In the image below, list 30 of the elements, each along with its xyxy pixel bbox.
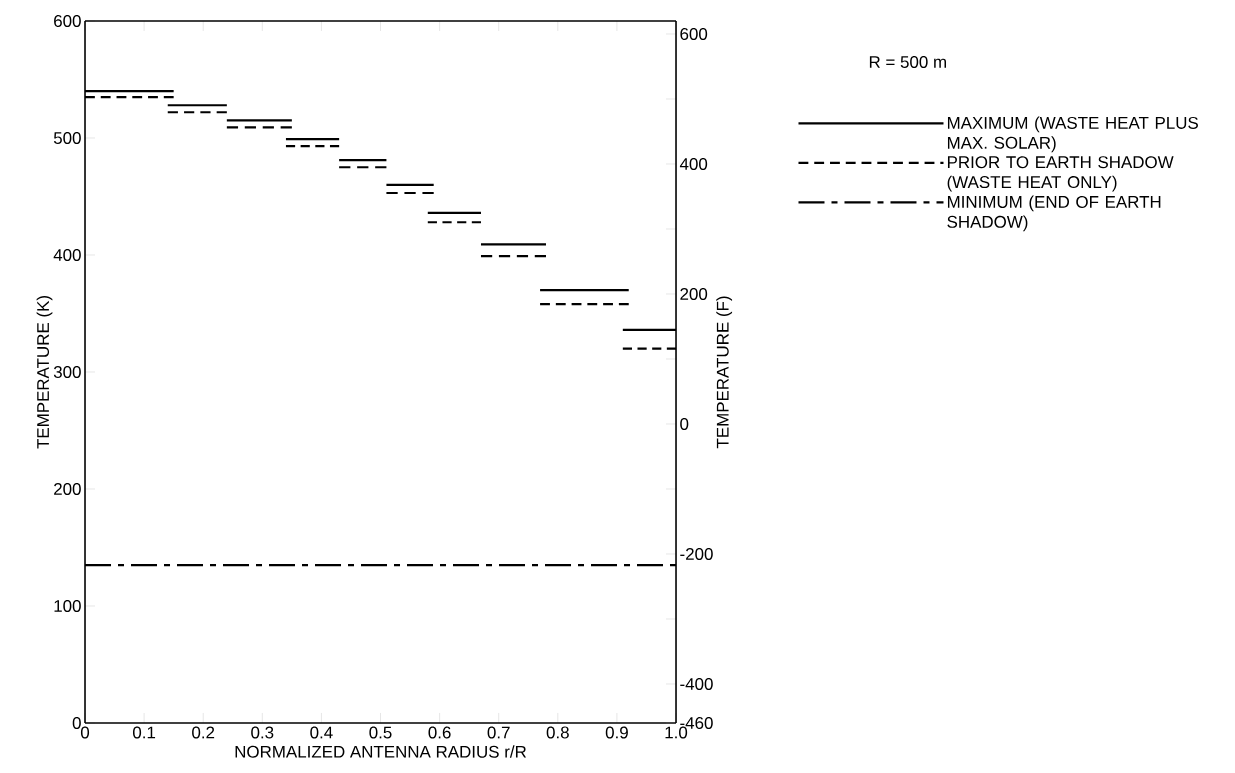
y2-tick-label: 0 <box>680 417 689 430</box>
x-axis-title: NORMALIZED ANTENNA RADIUS r/R <box>235 745 527 758</box>
x-tick-label: 0.9 <box>605 726 628 739</box>
y-tick-label: 500 <box>53 131 81 144</box>
y-tick-label: 100 <box>54 599 81 612</box>
text: PRIOR TO EARTH SHADOW (WASTE HEAT ONLY) <box>947 156 1174 192</box>
y-tick-label: 600 <box>54 14 81 27</box>
y2-tick-label: 200 <box>680 287 708 300</box>
x-tick-label: 0.4 <box>310 726 333 739</box>
y2-tick-label: 600 <box>680 27 708 40</box>
y-tick-label: 0 <box>72 716 81 729</box>
y-tick-label: 200 <box>54 482 81 495</box>
y2-tick-label: 400 <box>679 157 708 170</box>
x-tick-label: 0.6 <box>428 726 451 739</box>
x-tick-label: 0.7 <box>487 726 510 739</box>
x-tick-label: 0.8 <box>546 726 569 739</box>
y-tick-label: 300 <box>53 365 81 378</box>
y2-tick-label: -400 <box>680 677 713 690</box>
text: R = 500 m <box>869 55 946 68</box>
text: MAXIMUM (WASTE HEAT PLUS MAX. SOLAR) <box>947 116 1198 153</box>
y-axis-title: TEMPERATURE (K) <box>36 296 53 449</box>
x-tick-label: 0.3 <box>251 726 274 739</box>
x-tick-label: 0 <box>80 726 90 739</box>
y-tick-label: 400 <box>53 248 81 261</box>
text: MINIMUM (END OF EARTH SHADOW) <box>947 195 1161 232</box>
x-tick-label: 0.2 <box>192 726 215 739</box>
y2-tick-label: -200 <box>680 547 713 560</box>
x-tick-label: 0.1 <box>132 726 156 739</box>
x-tick-label: 0.5 <box>369 726 392 739</box>
y2-axis-title: TEMPERATURE (F) <box>716 296 733 449</box>
